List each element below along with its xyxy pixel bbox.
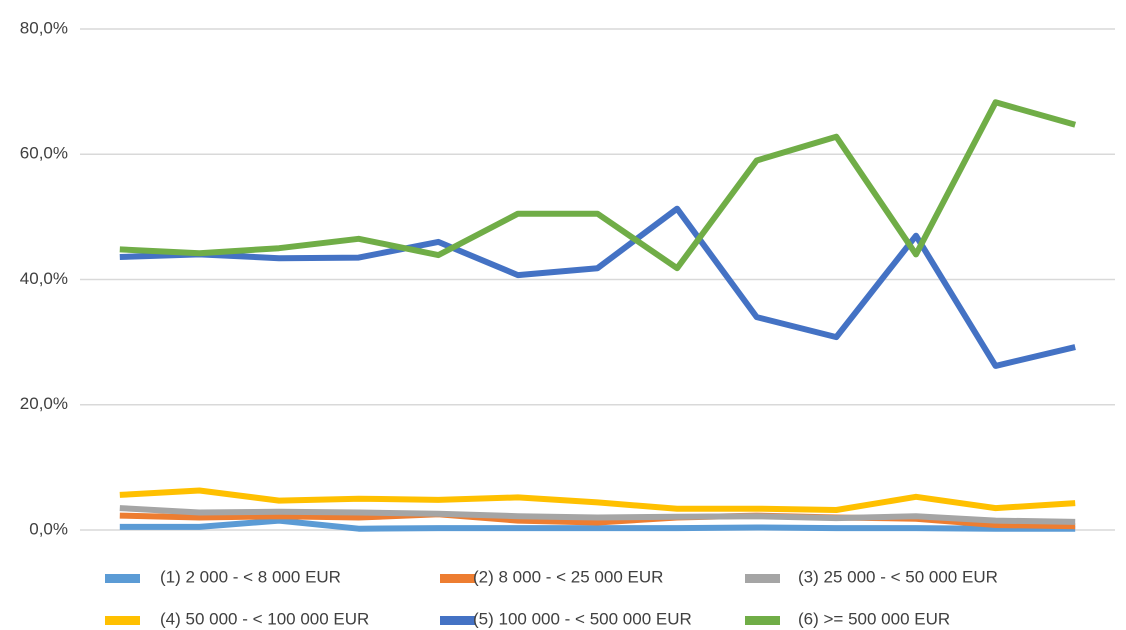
y-tick-label: 0,0% [29, 519, 68, 538]
series-line [119, 487, 1076, 513]
legend-swatch [745, 616, 780, 625]
legend-label: (5) 100 000 - < 500 000 EUR [473, 609, 692, 628]
y-tick-label: 60,0% [20, 144, 68, 163]
legend-label: (6) >= 500 000 EUR [798, 609, 950, 628]
y-tick-label: 80,0% [20, 18, 68, 37]
legend-swatch [440, 616, 475, 625]
legend-swatch [105, 574, 140, 583]
series-line [119, 205, 1076, 369]
legend-label: (3) 25 000 - < 50 000 EUR [798, 567, 998, 586]
legend-label: (4) 50 000 - < 100 000 EUR [160, 609, 369, 628]
y-tick-label: 20,0% [20, 394, 68, 413]
legend-swatch [105, 616, 140, 625]
legend-swatch [745, 574, 780, 583]
legend-label: (1) 2 000 - < 8 000 EUR [160, 567, 341, 586]
series-line [119, 99, 1077, 272]
legend-label: (2) 8 000 - < 25 000 EUR [473, 567, 663, 586]
y-tick-label: 40,0% [20, 269, 68, 288]
legend-swatch [440, 574, 475, 583]
series-line [119, 517, 1076, 532]
series-line [119, 505, 1076, 525]
